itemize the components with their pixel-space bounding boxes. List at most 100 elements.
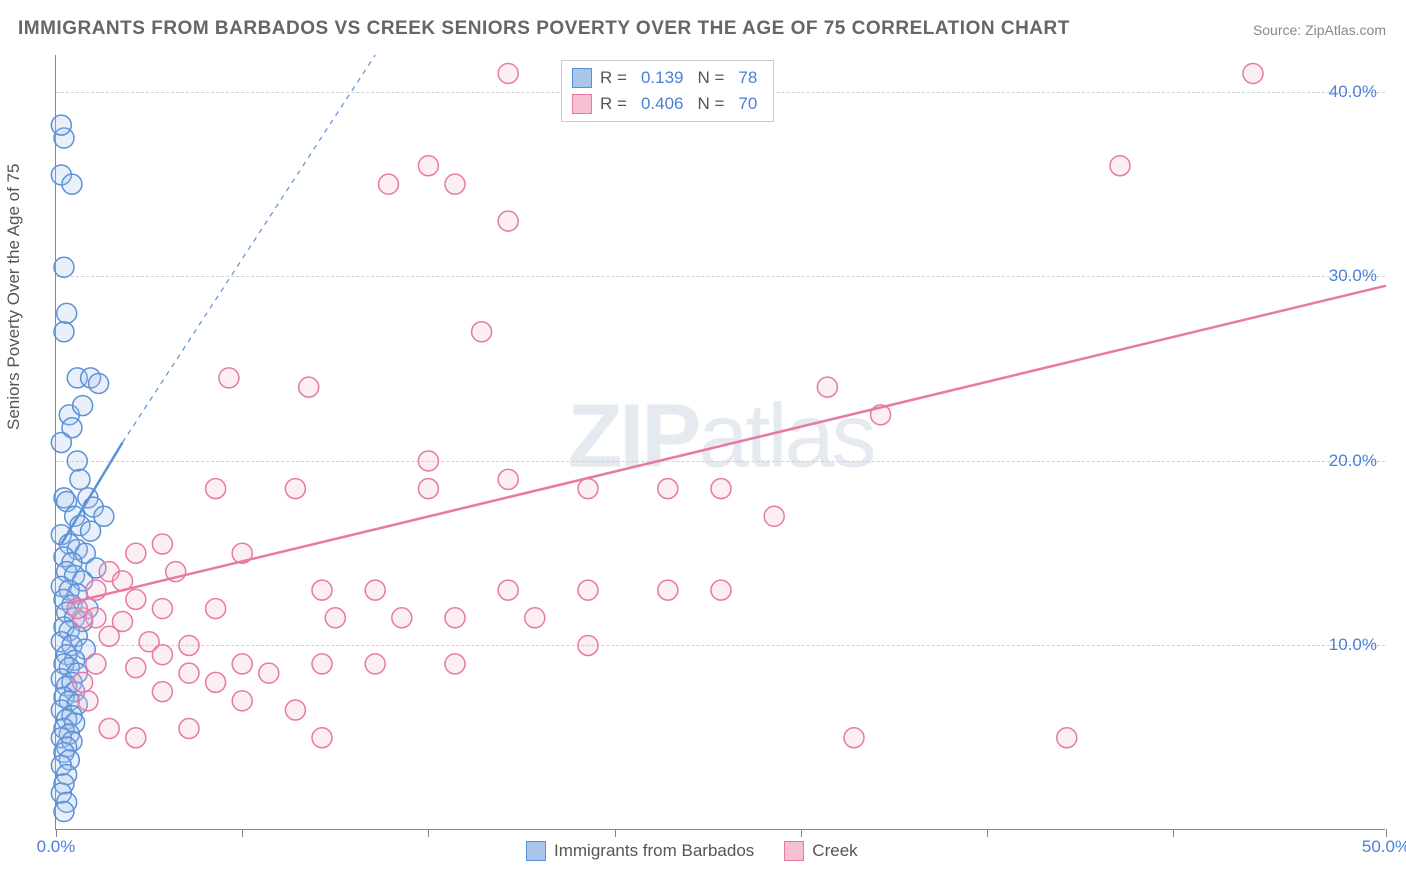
data-point: [379, 174, 399, 194]
data-point: [126, 543, 146, 563]
xtick: [801, 829, 802, 837]
data-point: [498, 580, 518, 600]
data-point: [206, 672, 226, 692]
xtick: [615, 829, 616, 837]
data-point: [99, 626, 119, 646]
data-point: [206, 479, 226, 499]
data-point: [51, 115, 71, 135]
data-point: [54, 802, 74, 822]
data-point: [51, 433, 71, 453]
r-value-1: 0.139: [641, 68, 684, 88]
legend-swatch-2: [784, 841, 804, 861]
xtick: [1386, 829, 1387, 837]
data-point: [126, 589, 146, 609]
data-point: [1057, 728, 1077, 748]
data-point: [78, 691, 98, 711]
xtick: [428, 829, 429, 837]
data-point: [418, 451, 438, 471]
data-point: [67, 451, 87, 471]
data-point: [86, 654, 106, 674]
data-point: [89, 373, 109, 393]
swatch-series1: [572, 68, 592, 88]
legend-label-1: Immigrants from Barbados: [554, 841, 754, 861]
xtick: [56, 829, 57, 837]
data-point: [498, 211, 518, 231]
data-point: [232, 691, 252, 711]
xtick: [1173, 829, 1174, 837]
data-point: [219, 368, 239, 388]
xtick: [242, 829, 243, 837]
data-point: [312, 728, 332, 748]
correlation-legend: R = 0.139 N = 78 R = 0.406 N = 70: [561, 60, 774, 122]
data-point: [365, 654, 385, 674]
n-value-2: 70: [738, 94, 757, 114]
trend-line-dashed: [123, 55, 376, 443]
data-point: [126, 728, 146, 748]
y-axis-label: Seniors Poverty Over the Age of 75: [4, 164, 24, 430]
legend-item-1: Immigrants from Barbados: [526, 841, 754, 861]
chart-title: IMMIGRANTS FROM BARBADOS VS CREEK SENIOR…: [18, 18, 1070, 40]
data-point: [472, 322, 492, 342]
series-legend: Immigrants from Barbados Creek: [526, 841, 858, 861]
data-point: [764, 506, 784, 526]
data-point: [578, 580, 598, 600]
r-label-1: R =: [600, 68, 627, 88]
data-point: [445, 654, 465, 674]
legend-label-2: Creek: [812, 841, 857, 861]
r-label-2: R =: [600, 94, 627, 114]
data-point: [62, 174, 82, 194]
data-point: [179, 719, 199, 739]
data-point: [312, 654, 332, 674]
data-point: [152, 534, 172, 554]
xtick-label: 50.0%: [1362, 837, 1406, 857]
data-point: [1243, 63, 1263, 83]
data-point: [299, 377, 319, 397]
data-point: [259, 663, 279, 683]
data-point: [70, 469, 90, 489]
data-point: [73, 396, 93, 416]
data-point: [445, 608, 465, 628]
data-point: [152, 645, 172, 665]
data-point: [152, 682, 172, 702]
data-point: [658, 479, 678, 499]
trend-line: [69, 286, 1386, 603]
data-point: [285, 479, 305, 499]
data-point: [525, 608, 545, 628]
data-point: [285, 700, 305, 720]
data-point: [418, 156, 438, 176]
source-attribution: Source: ZipAtlas.com: [1253, 22, 1386, 38]
plot-area: ZIPatlas 10.0%20.0%30.0%40.0% R = 0.139 …: [55, 55, 1385, 830]
data-point: [232, 654, 252, 674]
data-point: [325, 608, 345, 628]
data-point: [844, 728, 864, 748]
legend-row-series1: R = 0.139 N = 78: [572, 65, 763, 91]
data-point: [206, 599, 226, 619]
data-point: [152, 599, 172, 619]
data-point: [73, 672, 93, 692]
data-point: [711, 479, 731, 499]
data-point: [57, 303, 77, 323]
data-point: [99, 719, 119, 739]
r-value-2: 0.406: [641, 94, 684, 114]
scatter-svg: [56, 55, 1385, 829]
data-point: [365, 580, 385, 600]
data-point: [418, 479, 438, 499]
data-point: [179, 635, 199, 655]
n-value-1: 78: [738, 68, 757, 88]
xtick: [987, 829, 988, 837]
n-label-1: N =: [697, 68, 724, 88]
data-point: [94, 506, 114, 526]
data-point: [658, 580, 678, 600]
n-label-2: N =: [697, 94, 724, 114]
data-point: [711, 580, 731, 600]
data-point: [392, 608, 412, 628]
legend-row-series2: R = 0.406 N = 70: [572, 91, 763, 117]
data-point: [126, 658, 146, 678]
legend-swatch-1: [526, 841, 546, 861]
data-point: [54, 257, 74, 277]
xtick-label: 0.0%: [37, 837, 76, 857]
data-point: [1110, 156, 1130, 176]
data-point: [312, 580, 332, 600]
data-point: [179, 663, 199, 683]
data-point: [578, 635, 598, 655]
